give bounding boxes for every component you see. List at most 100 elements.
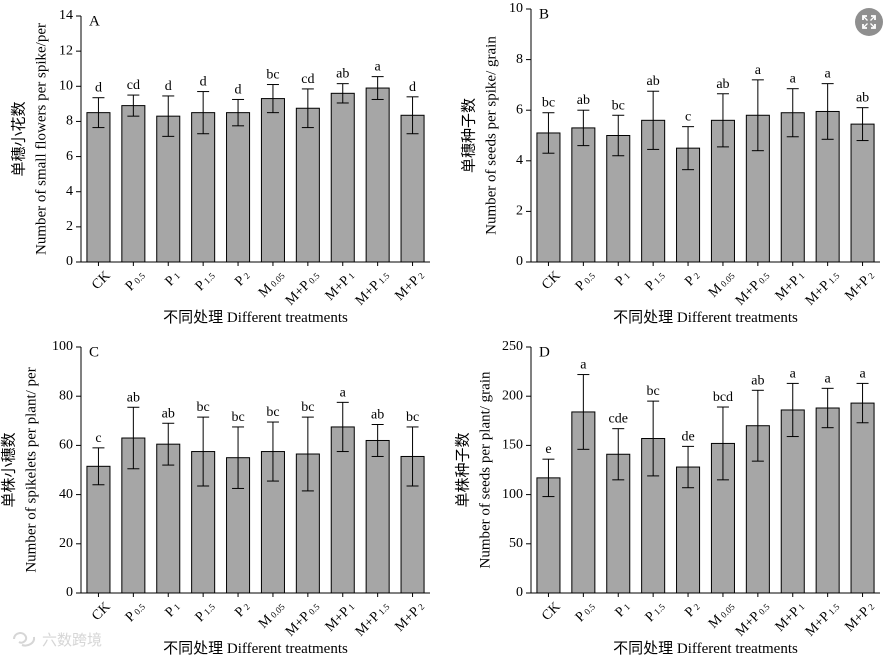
y-tick-label: 0 — [66, 585, 73, 600]
significance-letter: a — [340, 385, 347, 400]
y-tick-label: 100 — [52, 339, 73, 354]
bar — [365, 87, 390, 263]
x-tick-label-subscript: 2 — [690, 271, 702, 283]
significance-letter: d — [95, 81, 102, 96]
x-tick-label-subscript: 2 — [415, 271, 427, 283]
x-tick-label: M+P 1.5 — [353, 599, 393, 639]
x-tick-label-base: CK — [539, 599, 563, 623]
y-axis-label-en: Number of seeds per plant/ grain — [477, 371, 493, 569]
y-axis-label-en: Number of small flowers per spike/per — [33, 23, 49, 255]
y-tick-label: 200 — [502, 388, 523, 403]
significance-letter: bc — [542, 96, 555, 111]
significance-letter: bc — [266, 405, 279, 420]
bar — [850, 402, 875, 594]
chart-panel-b: B 0 2 4 6 8 10 bc CK ab P 0.5 bc P 1 ab P 1.5 c P 2 ab M 0… — [460, 1, 880, 326]
x-tick-label-subscript: 1 — [345, 271, 357, 283]
y-tick-label: 14 — [59, 8, 73, 23]
watermark: 六数跨境 — [10, 628, 102, 650]
x-tick-label: P 0.5 — [123, 599, 149, 625]
significance-letter: cde — [609, 412, 628, 427]
x-tick-label-subscript: 2 — [865, 602, 877, 614]
x-tick-label-subscript: 1 — [345, 602, 357, 614]
significance-letter: bc — [301, 400, 314, 415]
x-tick-label: M+P 2 — [392, 599, 427, 634]
x-tick-label-subscript: 1 — [170, 271, 182, 283]
y-tick-label: 6 — [516, 102, 523, 117]
x-tick-label-subscript: 2 — [415, 602, 427, 614]
y-tick-label: 80 — [59, 388, 73, 403]
x-tick-label: M+P 0.5 — [283, 268, 323, 308]
y-tick-label: 150 — [502, 438, 523, 453]
x-tick-label-subscript: 2 — [240, 602, 252, 614]
x-tick-label-subscript: 0.05 — [717, 602, 737, 622]
x-tick-label-subscript: 1 — [170, 602, 182, 614]
x-axis-label: 不同处理 Different treatments — [613, 640, 798, 657]
x-tick-label-subscript: 1 — [795, 271, 807, 283]
bar — [156, 115, 181, 263]
panel-label: A — [89, 13, 100, 29]
y-axis-label-cn: 单株种子数 — [454, 432, 471, 507]
x-tick-label: P 1.5 — [193, 268, 219, 294]
x-tick-label-base: CK — [89, 268, 113, 292]
chart-panel-d: D 0 50 100 150 200 250 e CK a P 0.5 cde P 1 bc P 1.5 de… — [454, 339, 880, 657]
significance-letter: bc — [406, 410, 419, 425]
x-axis-label: 不同处理 Different treatments — [613, 309, 798, 326]
x-tick-label: P 1.5 — [193, 599, 219, 625]
significance-letter: cd — [127, 78, 140, 93]
x-tick-label: P 2 — [232, 599, 253, 620]
significance-letter: a — [825, 371, 832, 386]
x-tick-label: M 0.05 — [706, 268, 738, 300]
panel-label: B — [539, 6, 549, 22]
x-tick-label-subscript: 2 — [240, 271, 252, 283]
x-tick-label: M+P 0.5 — [733, 599, 773, 639]
significance-letter: ab — [127, 390, 140, 405]
watermark-text: 六数跨境 — [42, 630, 103, 649]
x-tick-label: CK — [89, 599, 113, 623]
y-axis-label-en: Number of seeds per spike/ grain — [483, 36, 499, 235]
x-tick-label-subscript: 1 — [620, 602, 632, 614]
significance-letter: d — [165, 79, 172, 94]
bar — [365, 439, 390, 594]
panel-label: D — [539, 344, 550, 360]
x-tick-label: CK — [89, 268, 113, 292]
significance-letter: de — [681, 429, 694, 444]
significance-letter: d — [235, 82, 242, 97]
expand-button[interactable] — [855, 8, 883, 36]
x-tick-label: P 1 — [612, 268, 633, 289]
y-tick-label: 50 — [509, 536, 523, 551]
x-tick-label-base: CK — [89, 599, 113, 623]
y-tick-label: 12 — [59, 43, 73, 58]
y-axis-label-cn: 单株小穗数 — [0, 432, 17, 507]
x-tick-label: P 1.5 — [643, 268, 669, 294]
x-tick-label: M+P 1.5 — [803, 268, 843, 308]
y-tick-label: 10 — [509, 1, 523, 16]
y-axis-label-cn: 单穗小花数 — [10, 101, 27, 176]
y-tick-label: 250 — [502, 339, 523, 354]
significance-letter: ab — [647, 74, 660, 89]
x-tick-label: P 0.5 — [573, 268, 599, 294]
significance-letter: a — [859, 366, 866, 381]
bar — [260, 98, 285, 263]
significance-letter: a — [755, 63, 762, 78]
expand-icon — [862, 15, 876, 29]
x-tick-label: M+P 1.5 — [803, 599, 843, 639]
bar — [86, 112, 111, 263]
significance-letter: ab — [577, 93, 590, 108]
significance-letter: ab — [371, 407, 384, 422]
watermark-logo-icon — [13, 632, 36, 647]
x-axis-label: 不同处理 Different treatments — [163, 640, 348, 657]
significance-letter: cd — [301, 72, 314, 87]
y-tick-label: 4 — [66, 184, 73, 199]
y-tick-label: 8 — [516, 52, 523, 67]
significance-letter: ab — [716, 77, 729, 92]
x-tick-label: M+P 0.5 — [733, 268, 773, 308]
significance-letter: bc — [197, 400, 210, 415]
significance-letter: bc — [266, 68, 279, 83]
bar — [295, 107, 320, 263]
x-tick-label: P 1 — [162, 599, 183, 620]
x-tick-label: P 1 — [612, 599, 633, 620]
x-tick-label: P 2 — [232, 268, 253, 289]
significance-letter: a — [375, 60, 382, 75]
y-tick-label: 0 — [66, 254, 73, 269]
